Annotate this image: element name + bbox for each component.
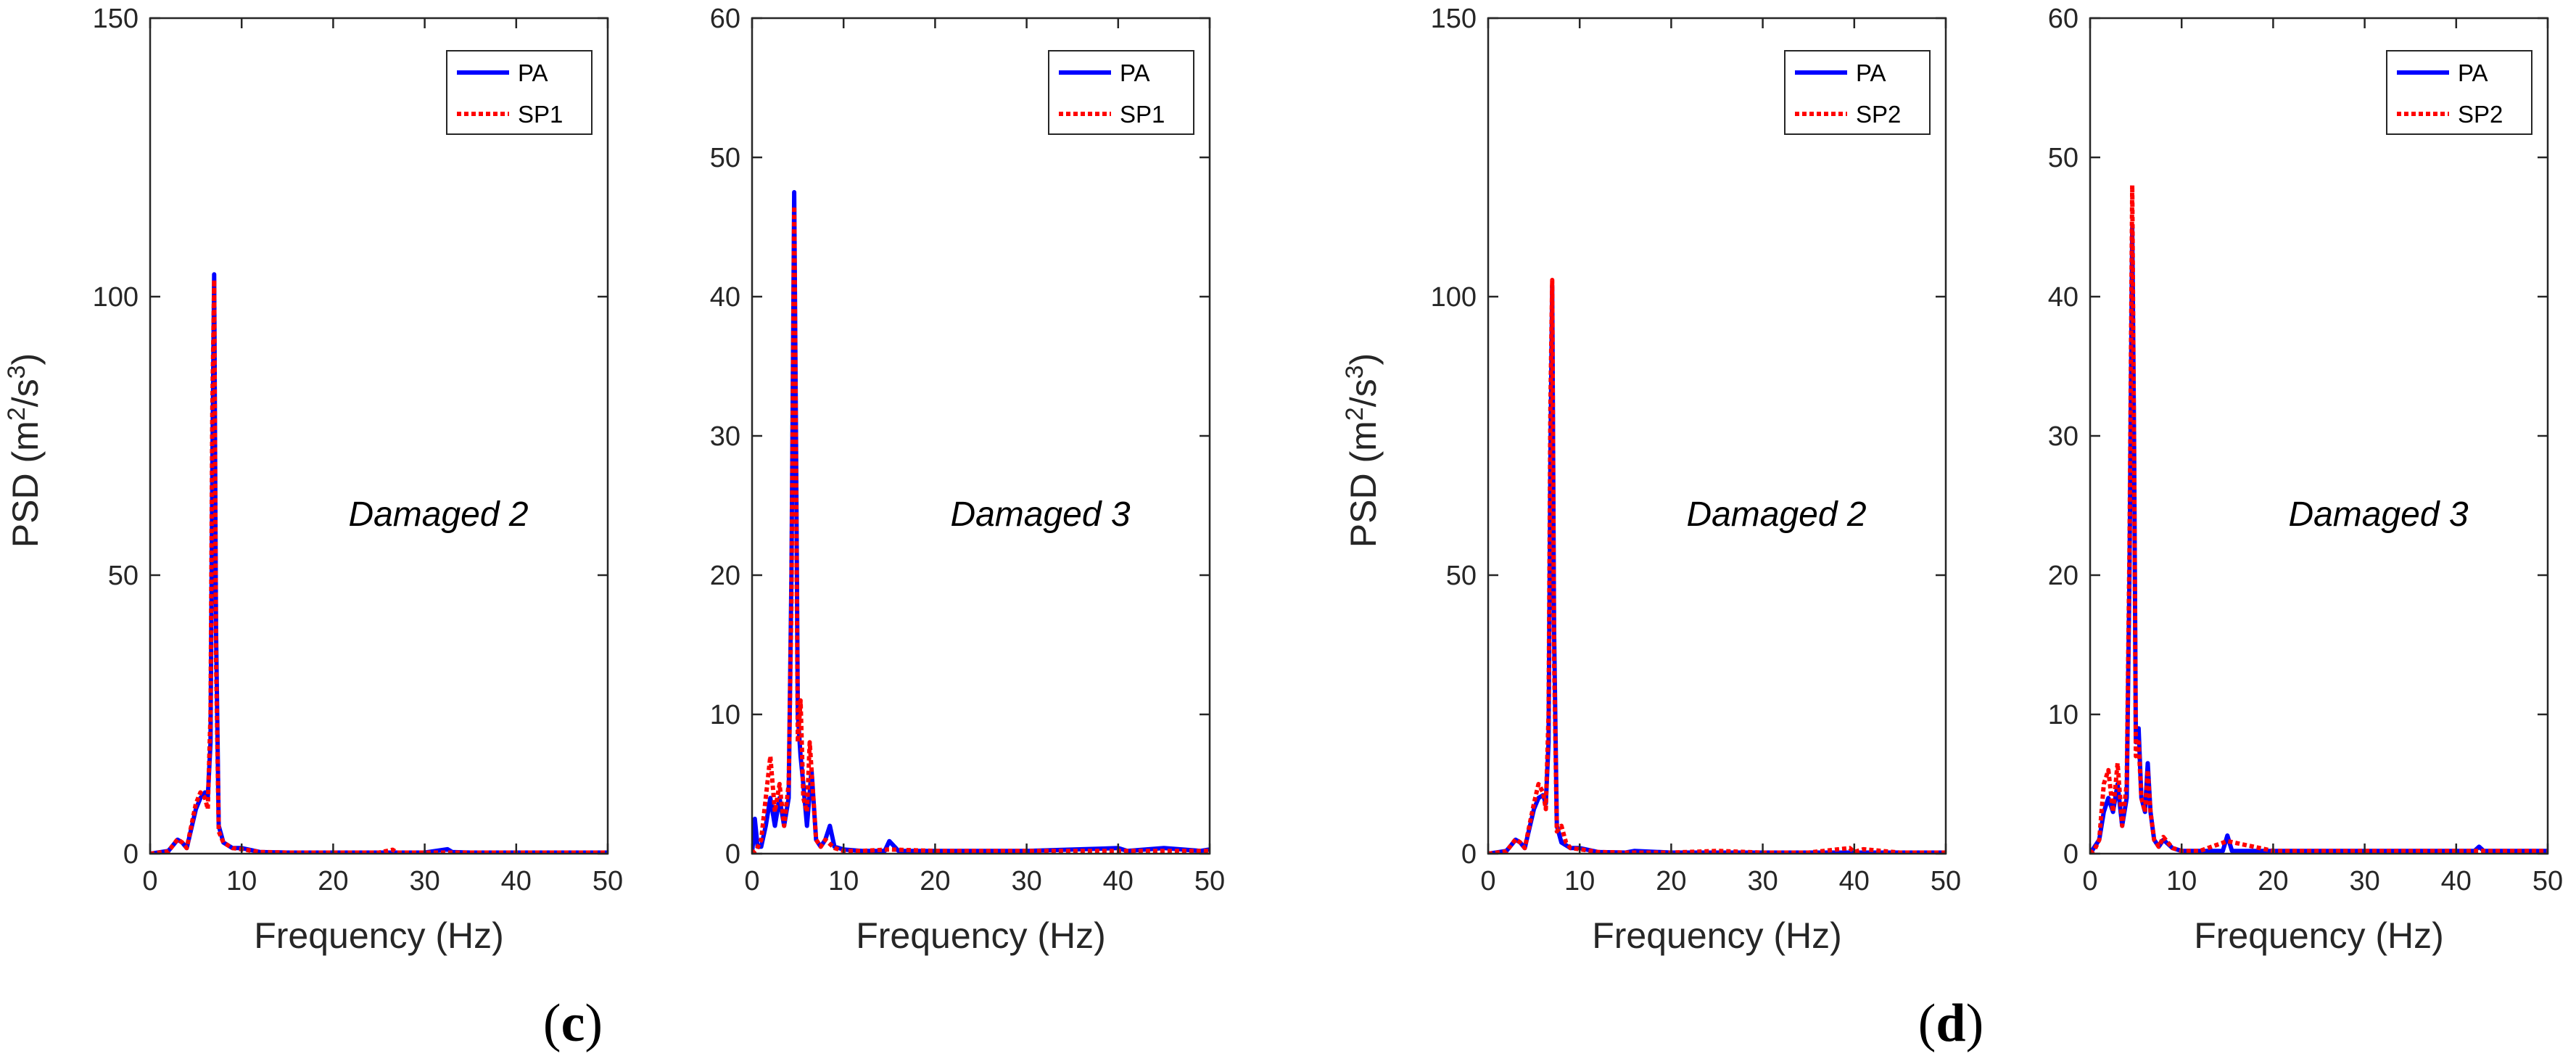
x-tick-label: 20 [2258,866,2288,896]
legend: PA SP2 [2386,50,2532,135]
y-tick-label: 50 [108,561,139,591]
legend-box [2386,50,2532,135]
annotation-label: Damaged 2 [348,495,528,534]
x-tick-label: 50 [2532,866,2563,896]
y-tick-label: 150 [93,4,139,34]
x-tick-label: 10 [226,866,257,896]
x-tick-label: 20 [318,866,348,896]
series-line-sp2 [2090,183,2548,854]
legend-label-sp1: SP1 [1120,101,1165,128]
x-tick-label: 0 [2082,866,2097,896]
y-tick-label: 0 [725,839,740,870]
y-tick-label: 0 [1461,839,1477,870]
legend-box [446,50,593,135]
x-tick-label: 30 [409,866,439,896]
axes-box [149,17,609,855]
y-tick-label: 100 [93,282,139,313]
y-tick-label: 50 [710,143,740,173]
panel-label-c: (c) [543,994,603,1053]
annotation-label: Damaged 2 [1686,495,1866,534]
x-tick-label: 50 [593,866,623,896]
x-tick-label: 10 [1564,866,1595,896]
series-line-sp1 [752,204,1210,854]
axes-box [1487,17,1947,855]
x-tick-label: 10 [828,866,859,896]
y-axis-title: PSD (m2/s3) [1341,353,1384,548]
x-tick-label: 40 [1103,866,1134,896]
x-axis-title: Frequency (Hz) [2194,915,2444,956]
svg-text:(d): (d) [1918,994,1983,1053]
y-axis-title: PSD (m2/s3) [3,353,46,548]
legend-label-pa: PA [518,59,548,86]
y-tick-label: 20 [710,561,740,591]
legend-box [1048,50,1194,135]
legend-label-pa: PA [1856,59,1886,86]
series-line-sp1 [150,278,608,854]
x-tick-label: 30 [1747,866,1778,896]
y-tick-label: 50 [2048,143,2078,173]
y-tick-label: 100 [1431,282,1477,313]
annotation-label: Damaged 3 [950,495,1130,534]
y-tick-label: 40 [2048,282,2078,313]
x-tick-label: 0 [744,866,759,896]
x-tick-label: 50 [1194,866,1225,896]
x-axis-title: Frequency (Hz) [254,915,504,956]
legend: PA SP1 [1048,50,1194,135]
y-tick-label: 60 [2048,4,2078,34]
y-tick-label: 50 [1446,561,1477,591]
annotation-label: Damaged 3 [2288,495,2468,534]
x-tick-label: 40 [2441,866,2472,896]
chart-panel-3: 0 10 20 30 40 50 0 50 100 150 Frequency (Hz) PSD (m… [1341,4,1961,956]
y-tick-label: 60 [710,4,740,34]
x-tick-label: 0 [1480,866,1495,896]
y-tick-label: 150 [1431,4,1477,34]
x-tick-label: 30 [1011,866,1041,896]
y-tick-label: 0 [123,839,139,870]
panel-label-d: (d) [1918,994,1983,1053]
legend-label-pa: PA [2458,59,2488,86]
x-tick-label: 20 [920,866,950,896]
series-line-sp2 [1488,278,1946,854]
y-tick-label: 40 [710,282,740,313]
x-tick-label: 20 [1656,866,1686,896]
legend-label-sp1: SP1 [518,101,563,128]
x-tick-label: 40 [1839,866,1870,896]
x-axis-title: Frequency (Hz) [856,915,1106,956]
y-tick-label: 10 [710,700,740,730]
legend-label-pa: PA [1120,59,1150,86]
y-tick-label: 20 [2048,561,2078,591]
y-tick-label: 30 [2048,421,2078,452]
legend-box [1784,50,1931,135]
chart-panel-2: 0 10 20 30 40 50 0 10 20 30 40 50 60 Frequency (Hz) Da… [710,4,1225,956]
x-tick-label: 0 [142,866,157,896]
y-tick-label: 10 [2048,700,2078,730]
legend-label-sp2: SP2 [2458,101,2503,128]
y-tick-label: 0 [2063,839,2078,870]
x-tick-label: 10 [2166,866,2197,896]
legend: PA SP2 [1784,50,1931,135]
legend: PA SP1 [446,50,593,135]
chart-panel-1: 0 10 20 30 40 50 0 50 100 150 Frequency (Hz) PSD (m… [3,4,623,956]
legend-label-sp2: SP2 [1856,101,1901,128]
x-tick-label: 30 [2349,866,2379,896]
x-axis-title: Frequency (Hz) [1592,915,1842,956]
svg-text:(c): (c) [543,994,603,1053]
y-tick-label: 30 [710,421,740,452]
x-tick-label: 50 [1931,866,1961,896]
chart-panel-4: 0 10 20 30 40 50 0 10 20 30 40 50 60 Frequency (Hz) Da… [2048,4,2563,956]
x-tick-label: 40 [501,866,532,896]
